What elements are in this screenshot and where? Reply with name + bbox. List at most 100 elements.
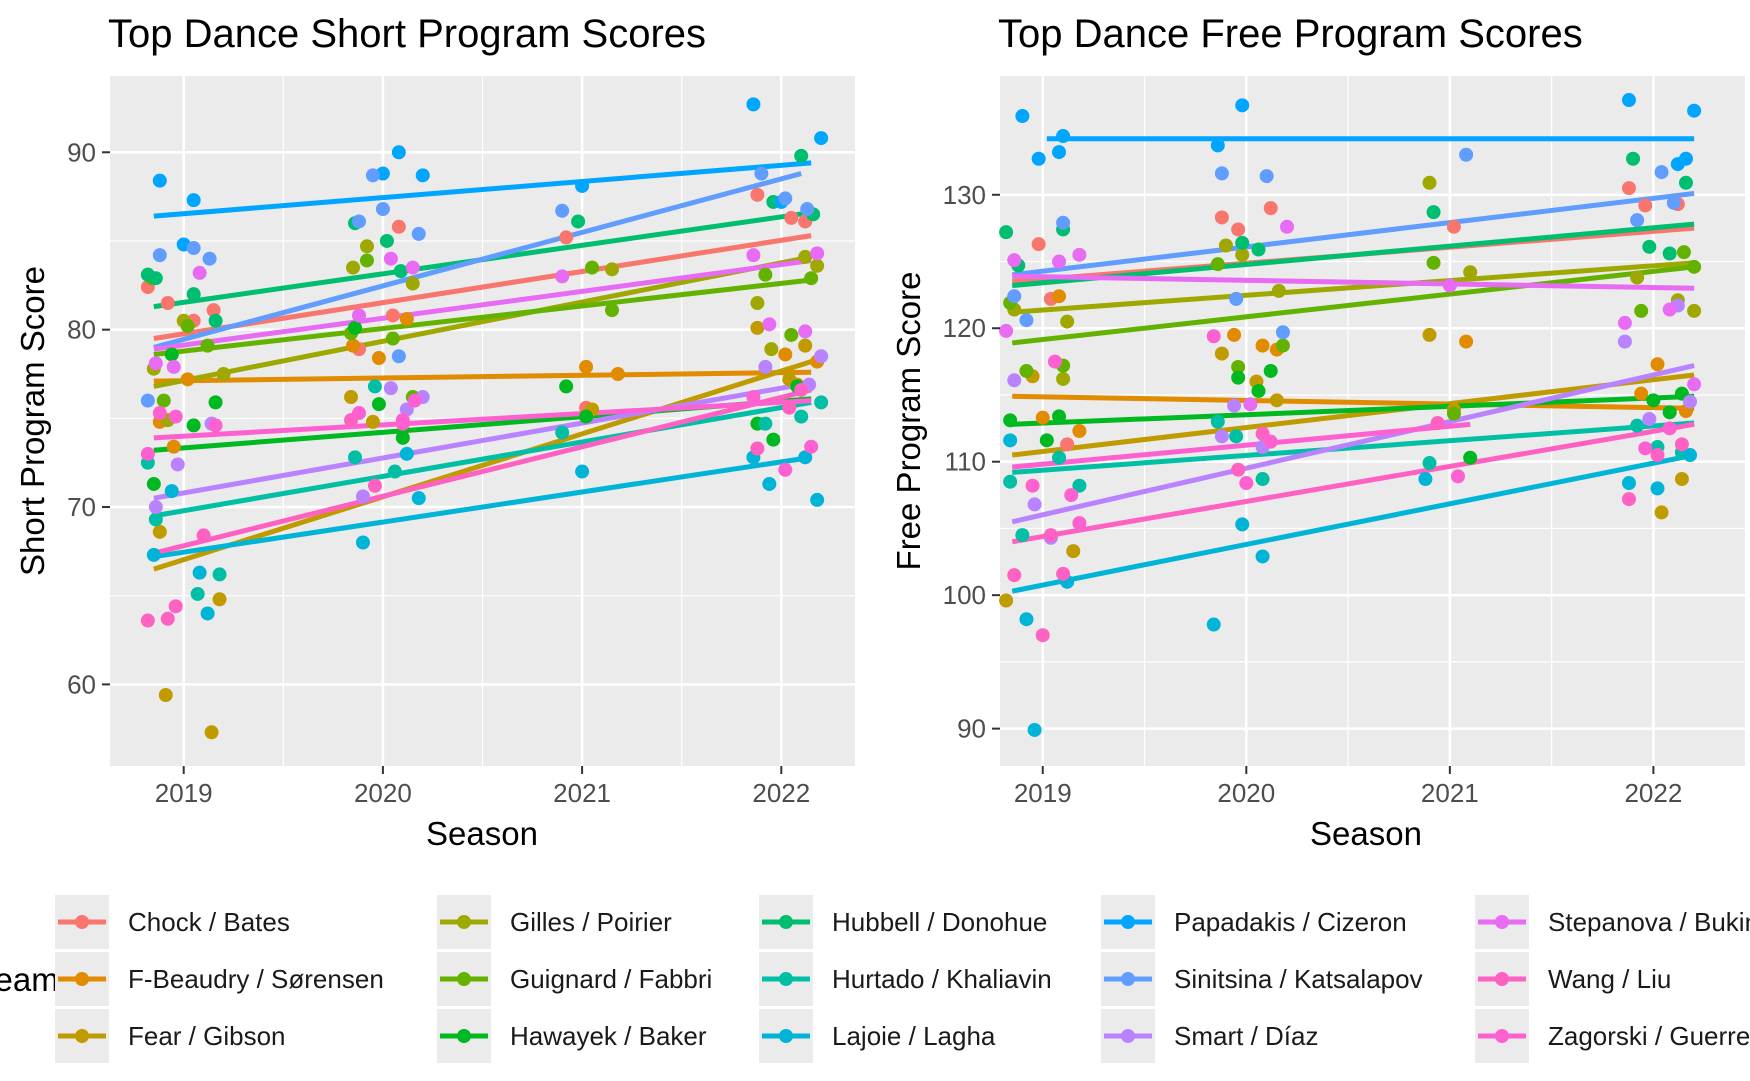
point-f-beaudry-s-rensen	[1650, 357, 1665, 372]
point-lajoie-lagha	[1683, 448, 1698, 463]
legend-key-point	[779, 972, 793, 986]
point-hurtado-khaliavin	[1630, 418, 1645, 433]
point-hurtado-khaliavin	[794, 409, 809, 424]
legend-item-stepanova-bukin: Stepanova / Bukin	[1475, 895, 1750, 949]
point-hubbell-donohue	[1642, 239, 1657, 254]
point-smart-di-az	[814, 349, 829, 364]
trend-line-hubbell-donohue	[1011, 221, 1695, 289]
x-tick-label: 2021	[1421, 778, 1479, 808]
point-f-beaudry-s-rensen	[346, 338, 361, 353]
point-hurtado-khaliavin	[387, 464, 402, 479]
point-zagorski-guerreiro	[1239, 476, 1254, 491]
legend-key-point	[75, 915, 89, 929]
trend-line-wang-liu	[1011, 421, 1695, 545]
trend-line-gilles-poirier	[1012, 260, 1695, 315]
legend-item-gilles-poirier: Gilles / Poirier	[437, 895, 672, 949]
point-hawayek-baker	[164, 347, 179, 362]
point-chock-bates	[750, 187, 765, 202]
point-hawayek-baker	[1231, 370, 1246, 385]
point-fear-gibson	[1654, 505, 1669, 520]
point-hawayek-baker	[186, 418, 201, 433]
point-wang-liu	[1035, 628, 1050, 643]
point-zagorski-guerreiro	[746, 390, 761, 405]
point-hawayek-baker	[1646, 393, 1661, 408]
point-guignard-fabbri	[758, 267, 773, 282]
legend-key-point	[75, 972, 89, 986]
point-f-beaudry-s-rensen	[166, 439, 181, 454]
point-gilles-poirier	[1630, 270, 1645, 285]
point-gilles-poirier	[346, 260, 361, 275]
point-stepanova-bukin	[405, 260, 420, 275]
point-hawayek-baker	[1662, 405, 1677, 420]
point-fear-gibson	[999, 593, 1014, 608]
point-stepanova-bukin	[1617, 315, 1632, 330]
point-sinitsina-katsalapov	[1019, 313, 1034, 328]
point-sinitsina-katsalapov	[140, 393, 155, 408]
point-sinitsina-katsalapov	[186, 241, 201, 256]
trend-line-f-beaudry-s-rensen	[153, 369, 812, 384]
short-program-y-axis-title: Short Program Score	[14, 266, 51, 576]
point-papadakis-cizeron	[1015, 109, 1030, 124]
point-hubbell-donohue	[379, 233, 394, 248]
point-lajoie-lagha	[1003, 433, 1018, 448]
point-f-beaudry-s-rensen	[1072, 424, 1087, 439]
point-stepanova-bukin	[192, 265, 207, 280]
x-tick-label: 2019	[155, 778, 213, 808]
point-papadakis-cizeron	[1056, 129, 1071, 144]
point-guignard-fabbri	[1275, 338, 1290, 353]
point-hurtado-khaliavin	[1210, 414, 1225, 429]
point-hawayek-baker	[579, 409, 594, 424]
point-f-beaudry-s-rensen	[778, 347, 793, 362]
point-guignard-fabbri	[1210, 257, 1225, 272]
point-chock-bates	[784, 210, 799, 225]
point-stepanova-bukin	[746, 248, 761, 263]
point-f-beaudry-s-rensen	[610, 366, 625, 381]
point-chock-bates	[1214, 210, 1229, 225]
point-zagorski-guerreiro	[1025, 478, 1040, 493]
point-hawayek-baker	[1263, 363, 1278, 378]
point-sinitsina-katsalapov	[202, 251, 217, 266]
point-lajoie-lagha	[399, 446, 414, 461]
point-chock-bates	[1446, 219, 1461, 234]
point-sinitsina-katsalapov	[1630, 213, 1645, 228]
point-fear-gibson	[212, 592, 227, 607]
y-tick-label: 90	[67, 137, 96, 167]
point-guignard-fabbri	[1426, 255, 1441, 270]
point-smart-di-az	[355, 489, 370, 504]
point-smart-di-az	[170, 457, 185, 472]
legend-item-f-beaudry-s-rensen: F-Beaudry / Sørensen	[55, 952, 384, 1006]
point-hawayek-baker	[1463, 450, 1478, 465]
point-lajoie-lagha	[1019, 612, 1034, 627]
point-zagorski-guerreiro	[407, 393, 422, 408]
trend-line-f-beaudry-s-rensen	[1012, 393, 1695, 411]
point-gilles-poirier	[1463, 265, 1478, 280]
point-hubbell-donohue	[1678, 175, 1693, 190]
legend-key-point	[1495, 972, 1509, 986]
point-hubbell-donohue	[1626, 151, 1641, 166]
point-lajoie-lagha	[575, 464, 590, 479]
short-program-tick-labels: 60 70 80 90 2019 2020 2021 2022	[67, 137, 810, 808]
point-sinitsina-katsalapov	[152, 248, 167, 263]
legend-key-point	[457, 1029, 471, 1043]
point-f-beaudry-s-rensen	[1255, 338, 1270, 353]
free-program-y-axis-title: Free Program Score	[890, 272, 927, 571]
point-wang-liu	[1043, 528, 1058, 543]
point-hubbell-donohue	[794, 148, 809, 163]
x-tick-label: 2020	[1217, 778, 1275, 808]
legend-label: Wang / Liu	[1548, 964, 1671, 994]
legend-item-fear-gibson: Fear / Gibson	[55, 1009, 286, 1063]
legend-label: Smart / Díaz	[1174, 1021, 1318, 1051]
point-papadakis-cizeron	[1210, 138, 1225, 153]
point-hubbell-donohue	[393, 264, 408, 279]
point-zagorski-guerreiro	[140, 446, 155, 461]
point-gilles-poirier	[810, 258, 825, 273]
point-guignard-fabbri	[200, 338, 215, 353]
point-hawayek-baker	[1052, 409, 1067, 424]
point-sinitsina-katsalapov	[778, 191, 793, 206]
point-zagorski-guerreiro	[778, 462, 793, 477]
point-fear-gibson	[204, 725, 219, 740]
point-sinitsina-katsalapov	[411, 226, 426, 241]
point-hawayek-baker	[1251, 383, 1266, 398]
point-hurtado-khaliavin	[1255, 472, 1270, 487]
point-stepanova-bukin	[166, 359, 181, 374]
